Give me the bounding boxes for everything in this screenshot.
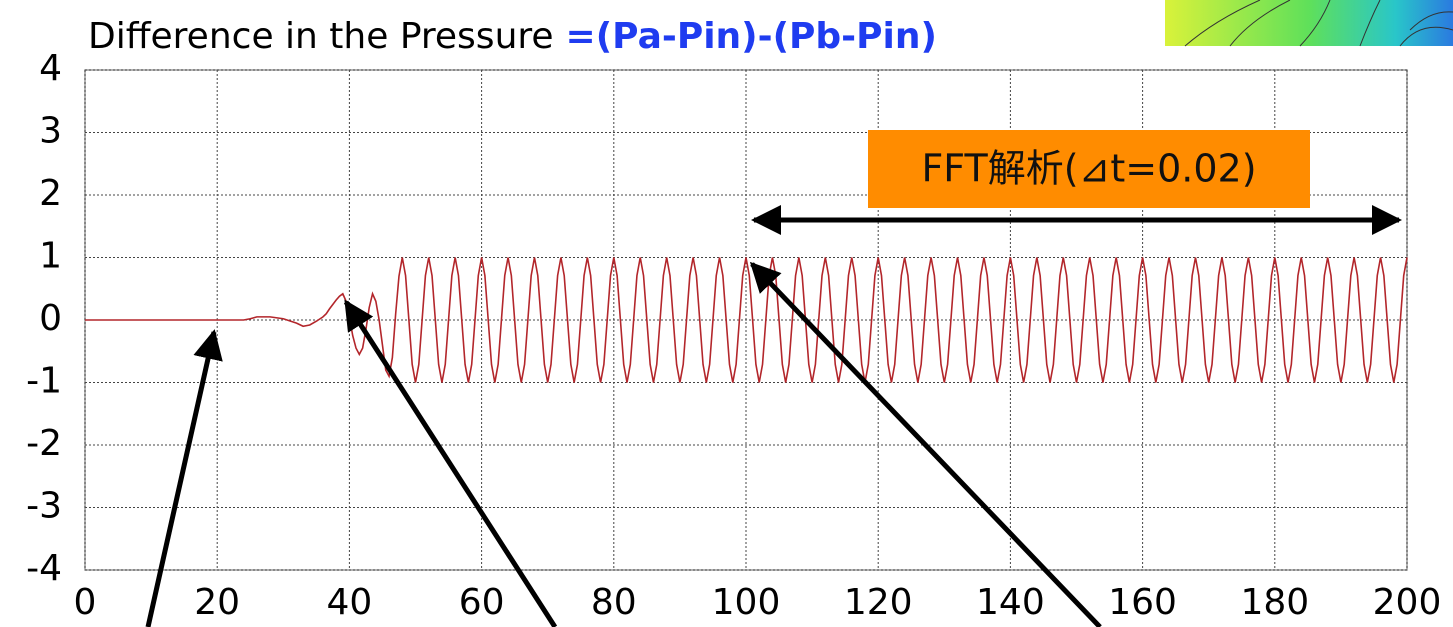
pointer-arrow — [145, 329, 223, 627]
thumbnail — [1165, 0, 1453, 47]
x-tick-label: 140 — [976, 582, 1045, 623]
y-tick-label: -1 — [26, 361, 62, 402]
x-tick-label: 180 — [1240, 582, 1309, 623]
x-tick-label: 160 — [1108, 582, 1177, 623]
title-text: Difference in the Pressure — [88, 16, 554, 57]
y-tick-label: 4 — [39, 48, 62, 89]
y-tick-label: -2 — [26, 423, 62, 464]
y-tick-label: 0 — [39, 298, 62, 339]
x-tick-label: 20 — [194, 582, 240, 623]
x-tick-label: 200 — [1373, 582, 1442, 623]
data-line — [85, 257, 1408, 383]
y-tick-label: -4 — [26, 548, 62, 589]
x-tick-label: 0 — [74, 582, 97, 623]
y-tick-label: 2 — [39, 173, 62, 214]
x-tick-label: 40 — [326, 582, 372, 623]
series — [85, 257, 1408, 383]
chart-title: Difference in the Pressure =(Pa-Pin)-(Pb-… — [88, 16, 937, 57]
annotation-text: FFT解析(⊿t=0.02) — [921, 147, 1256, 191]
annotation-box — [868, 130, 1310, 208]
y-tick-label: 3 — [39, 111, 62, 152]
pointer-arrow — [343, 299, 558, 627]
pointer-arrow — [749, 261, 1102, 627]
x-tick-label: 100 — [712, 582, 781, 623]
x-tick-label: 80 — [591, 582, 637, 623]
y-tick-label: -3 — [26, 486, 62, 527]
x-tick-label: 120 — [844, 582, 913, 623]
x-tick-label: 60 — [459, 582, 505, 623]
title-formula: =(Pa-Pin)-(Pb-Pin) — [566, 16, 937, 57]
annotations: FFT解析(⊿t=0.02) — [145, 130, 1402, 627]
y-tick-label: 1 — [39, 236, 62, 277]
